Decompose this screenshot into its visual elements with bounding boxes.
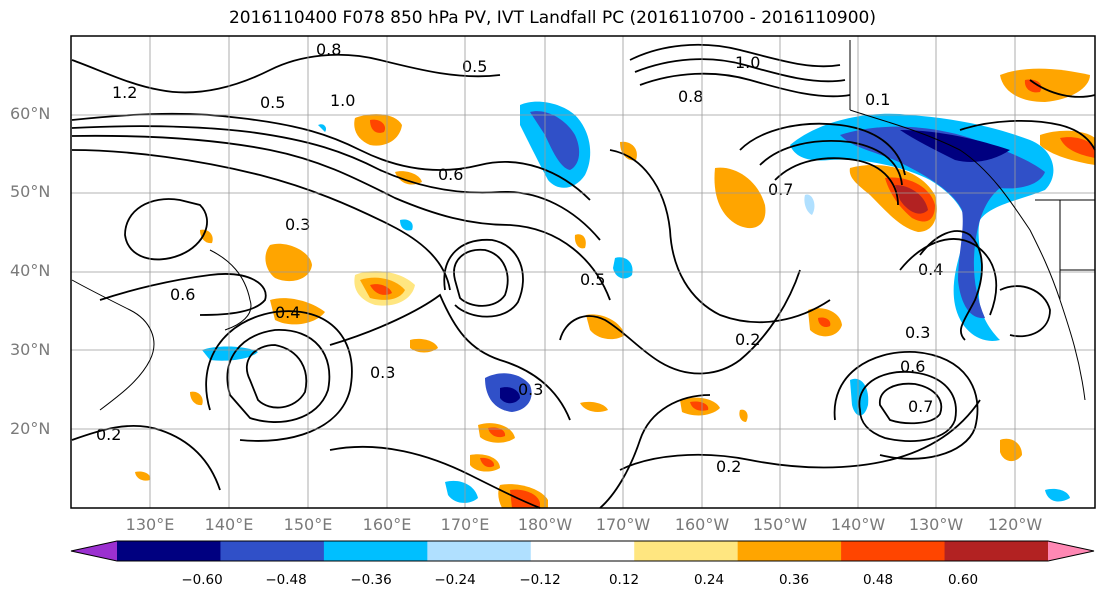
lat-label: 30°N: [10, 340, 51, 359]
graticule: [71, 36, 1095, 508]
colorbar-tick: −0.12: [519, 572, 561, 588]
contour-label: 0.4: [275, 303, 300, 322]
contour-label: 0.3: [285, 215, 310, 234]
colorbar-segment: [530, 541, 635, 561]
colorbar-segment: [117, 541, 221, 561]
lon-label: 170°E: [440, 515, 490, 534]
contour-label: 0.6: [170, 285, 195, 304]
lon-label: 140°E: [204, 515, 254, 534]
colorbar-tick: −0.60: [181, 572, 223, 588]
lat-label: 20°N: [10, 419, 51, 438]
contour-label: 0.4: [918, 260, 943, 279]
contour-label: 0.2: [735, 330, 760, 349]
colorbar-extend-max: [1048, 541, 1094, 561]
colorbar-segment: [634, 541, 739, 561]
contour-label: 0.5: [580, 270, 605, 289]
colorbar-tick: 0.36: [778, 572, 810, 588]
pc-shading: [135, 68, 1095, 508]
contour-label: 0.6: [438, 165, 463, 184]
colorbar-tick: 0.24: [693, 572, 725, 588]
contour-labels: 0.8 1.0 1.2 0.5 0.6 0.7 0.1 0.3 0.4 0.2 …: [96, 40, 943, 476]
map-frame: [70, 35, 1096, 509]
colorbar-segment: [220, 541, 325, 561]
coastlines: [71, 40, 1095, 411]
contour-label: 1.2: [112, 83, 137, 102]
colorbar-extend-min: [71, 541, 117, 561]
colorbar: [70, 540, 1095, 562]
contour-label: 0.3: [370, 363, 395, 382]
colorbar-segment: [323, 541, 428, 561]
colorbar-tick: 0.48: [862, 572, 894, 588]
lat-label: 50°N: [10, 182, 51, 201]
contour-label: 0.7: [768, 180, 793, 199]
map-title: 2016110400 F078 850 hPa PV, IVT Landfall…: [228, 8, 876, 28]
lon-label: 140°W: [830, 515, 886, 534]
contour-label: 0.2: [716, 457, 741, 476]
contour-label: 0.3: [518, 380, 543, 399]
lon-label: 160°E: [362, 515, 412, 534]
lon-label: 130°E: [125, 515, 175, 534]
lon-label: 180°W: [517, 515, 573, 534]
contour-label: 0.1: [865, 90, 890, 109]
lon-label: 160°W: [674, 515, 730, 534]
colorbar-tick: −0.24: [434, 572, 476, 588]
lat-label: 60°N: [10, 104, 51, 123]
colorbar-outline: [70, 540, 1095, 562]
lon-label: 170°W: [595, 515, 651, 534]
contour-label: 0.5: [260, 93, 285, 112]
colorbar-tick: 0.60: [947, 572, 979, 588]
colorbar-tick: −0.36: [350, 572, 392, 588]
colorbar-segment: [427, 541, 532, 561]
lon-label: 130°W: [908, 515, 964, 534]
contour-label: 0.8: [316, 40, 341, 59]
lat-label: 40°N: [10, 261, 51, 280]
contour-label: 1.0: [735, 53, 760, 72]
contour-label: 0.7: [908, 397, 933, 416]
contour-label: 0.8: [678, 87, 703, 106]
contour-label: 0.2: [96, 425, 121, 444]
contour-label: 1.0: [330, 91, 355, 110]
colorbar-tick: 0.12: [608, 572, 640, 588]
colorbar-tick: −0.48: [265, 572, 307, 588]
lon-label: 150°W: [752, 515, 808, 534]
contour-label: 0.5: [462, 57, 487, 76]
pv-contours: [71, 43, 1096, 509]
colorbar-segment: [944, 541, 1049, 561]
colorbar-segment: [737, 541, 842, 561]
lon-label: 150°E: [283, 515, 333, 534]
lon-label: 120°W: [987, 515, 1043, 534]
colorbar-segment: [841, 541, 946, 561]
contour-label: 0.3: [905, 323, 930, 342]
contour-label: 0.6: [900, 357, 925, 376]
